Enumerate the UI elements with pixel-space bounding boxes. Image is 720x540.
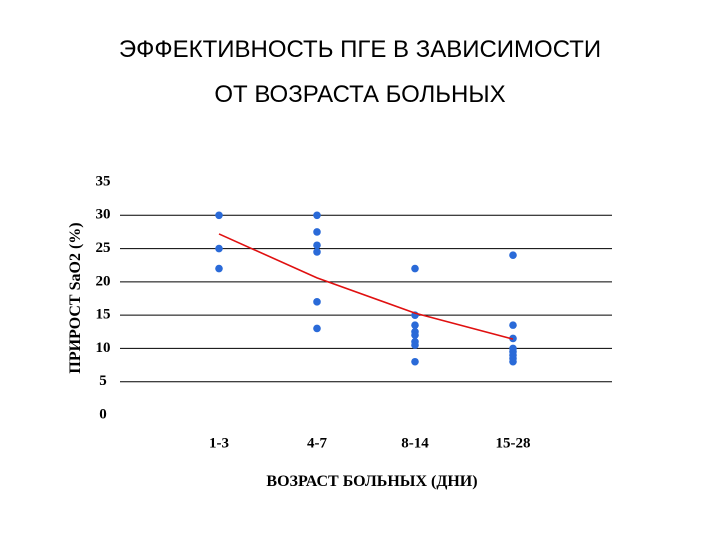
point — [509, 321, 517, 329]
point — [313, 228, 321, 236]
y-tick-label: 5 — [99, 373, 107, 389]
y-tick-label: 25 — [96, 240, 111, 256]
point — [313, 211, 321, 220]
point — [215, 264, 223, 273]
x-tick-label: 8-14 — [401, 435, 429, 451]
x-tick-label: 4-7 — [307, 435, 327, 451]
y-tick-label: 30 — [96, 207, 111, 223]
point — [313, 241, 321, 250]
point — [313, 248, 321, 256]
y-tick-label: 20 — [96, 273, 111, 289]
point — [313, 298, 321, 306]
point — [313, 324, 321, 333]
point — [411, 357, 419, 366]
y-tick-label: 10 — [96, 340, 111, 356]
y-tick-label: 15 — [96, 307, 111, 323]
x-axis-label: ВОЗРАСТ БОЛЬНЫХ (ДНИ) — [266, 473, 477, 490]
y-tick-label: 35 — [96, 173, 111, 189]
x-tick-label: 15-28 — [496, 435, 531, 451]
point — [411, 331, 419, 339]
point — [215, 211, 223, 220]
point — [411, 264, 419, 273]
y-tick-label: 0 — [99, 406, 107, 422]
point — [411, 321, 419, 329]
trend-line — [218, 233, 514, 340]
chart-title: ЭФФЕКТИВНОСТЬ ПГЕ В ЗАВИСИМОСТИ — [119, 36, 601, 63]
point — [411, 341, 419, 349]
chart-subtitle: ОТ ВОЗРАСТА БОЛЬНЫХ — [214, 81, 505, 108]
point — [215, 244, 223, 253]
point — [509, 251, 517, 260]
point — [509, 357, 517, 366]
x-tick-label: 1-3 — [209, 435, 229, 451]
y-axis-label: ПРИРОСТ SaO2 (%) — [67, 222, 84, 373]
